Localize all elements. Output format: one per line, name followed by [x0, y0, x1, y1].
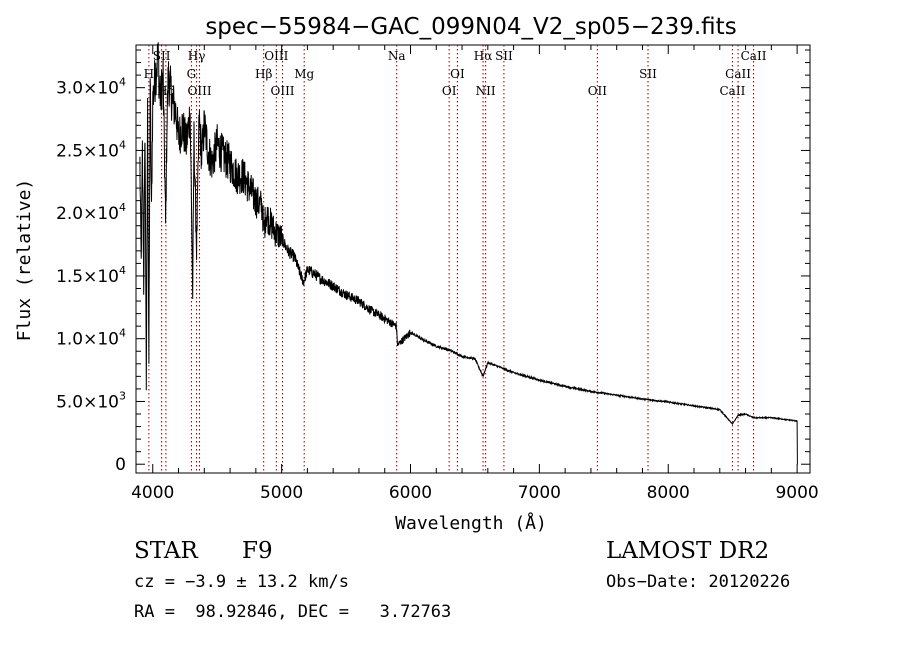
x-tick-label: 9000 — [775, 483, 818, 503]
spectrum-line — [139, 42, 798, 465]
observation-date: Obs−Date: 20120226 — [606, 572, 791, 592]
line-marker-label: OI — [442, 84, 457, 98]
y-axis-label: Flux (relative) — [14, 179, 35, 342]
line-marker-label: OI — [450, 67, 465, 81]
plot-frame — [135, 44, 811, 474]
y-tick-label: 0 — [115, 455, 126, 475]
line-marker-label: H — [144, 67, 154, 81]
line-marker-label: SII — [495, 49, 513, 63]
chart-title: spec−55984−GAC_099N04_V2_sp05−239.fits — [205, 14, 736, 40]
y-tick-label: 1.0×104 — [56, 327, 126, 350]
spectrum-series — [139, 42, 798, 465]
x-tick-label: 5000 — [260, 483, 303, 503]
line-marker-label: OIII — [264, 49, 288, 63]
x-tick-label: 7000 — [518, 483, 561, 503]
line-marker-label: OII — [588, 84, 608, 98]
line-marker-label: Na — [388, 49, 406, 63]
y-tick-label: 3.0×104 — [56, 76, 126, 99]
x-axis-ticks: 4000 5000 6000 7000 8000 9000 — [131, 45, 819, 503]
redshift-info: cz = −3.9 ± 13.2 km/s — [134, 572, 349, 592]
x-axis-label: Wavelength (Å) — [395, 512, 547, 534]
line-marker-label: Hβ — [255, 67, 272, 81]
y-tick-label: 2.0×104 — [56, 201, 126, 224]
line-marker-label: OIII — [188, 84, 212, 98]
x-tick-label: 6000 — [389, 483, 432, 503]
line-marker-label: CaII — [720, 84, 746, 98]
y-axis-ticks: 0 5.0×103 1.0×104 1.5×104 2.0×104 2.5×104 3.0×… — [56, 49, 810, 475]
line-annotations: HSIIHδGHγOIIIHβOIIIOIIIMgNaOIOIHαNIISIIO… — [144, 45, 767, 473]
coordinates-info: RA = 98.92846, DEC = 3.72763 — [134, 602, 452, 622]
line-marker-label: G — [187, 67, 197, 81]
x-tick-label: 8000 — [647, 483, 690, 503]
line-marker-label: Hγ — [188, 49, 206, 63]
object-class: STAR — [134, 538, 198, 564]
line-marker-label: NII — [476, 84, 496, 98]
y-tick-label: 5.0×103 — [56, 389, 126, 412]
line-marker-label: SII — [153, 49, 171, 63]
line-marker-label: Mg — [294, 67, 314, 81]
y-tick-label: 1.5×104 — [56, 264, 126, 287]
line-marker-label: SII — [639, 67, 657, 81]
survey-name: LAMOST DR2 — [606, 538, 770, 564]
y-tick-label: 2.5×104 — [56, 138, 126, 161]
line-marker-label: Hα — [474, 49, 493, 63]
line-marker-label: CaII — [725, 67, 751, 81]
spectral-subclass: F9 — [242, 538, 273, 564]
x-tick-label: 4000 — [131, 483, 174, 503]
line-marker-label: CaII — [741, 49, 767, 63]
line-marker-label: OIII — [270, 84, 294, 98]
